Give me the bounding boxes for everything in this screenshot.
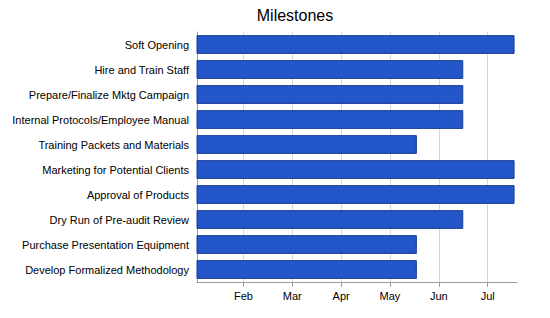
svg-text:Internal Protocols/Employee Ma: Internal Protocols/Employee Manual [12,114,189,126]
svg-text:Purchase Presentation Equipmen: Purchase Presentation Equipment [22,239,189,251]
svg-text:Milestones: Milestones [257,7,333,24]
svg-text:Hire and Train Staff: Hire and Train Staff [94,64,190,76]
svg-text:Jul: Jul [481,290,495,302]
svg-text:Mar: Mar [283,290,302,302]
svg-text:Jun: Jun [430,290,448,302]
svg-text:Apr: Apr [333,290,350,302]
svg-text:Soft Opening: Soft Opening [125,39,189,51]
svg-text:Prepare/Finalize Mktg Campaign: Prepare/Finalize Mktg Campaign [29,89,189,101]
svg-text:Dry Run of Pre-audit Review: Dry Run of Pre-audit Review [50,214,189,226]
svg-text:May: May [380,290,401,302]
svg-text:Approval of Products: Approval of Products [87,189,190,201]
svg-text:Develop Formalized Methodology: Develop Formalized Methodology [25,264,189,276]
svg-text:Marketing for Potential Client: Marketing for Potential Clients [42,164,189,176]
svg-text:Feb: Feb [234,290,253,302]
svg-text:Training Packets and Materials: Training Packets and Materials [38,139,189,151]
